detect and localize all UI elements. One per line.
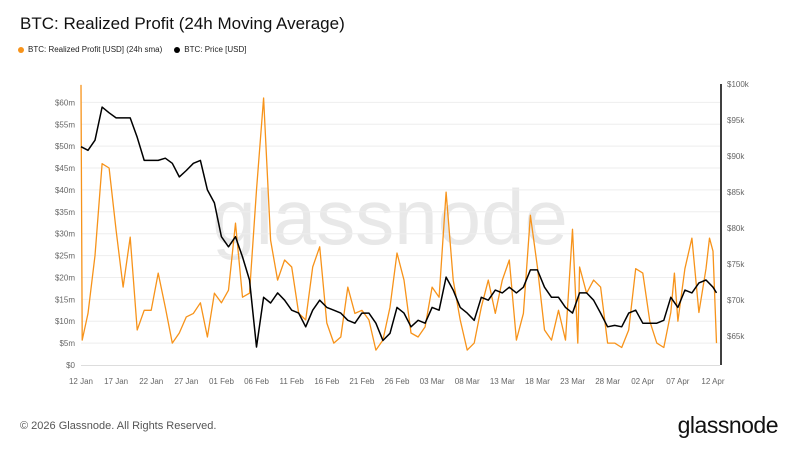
x-tick-label: 28 Mar — [595, 377, 620, 386]
y-left-tick-label: $30m — [55, 230, 75, 239]
x-tick-label: 02 Apr — [631, 377, 654, 386]
x-tick-label: 13 Mar — [490, 377, 515, 386]
y-left-tick-label: $45m — [55, 164, 75, 173]
x-tick-label: 06 Feb — [244, 377, 269, 386]
y-left-tick-label: $5m — [59, 339, 75, 348]
legend-label: BTC: Realized Profit [USD] (24h sma) — [28, 45, 163, 54]
legend-item-price[interactable]: BTC: Price [USD] — [174, 45, 247, 54]
y-left-tick-label: $15m — [55, 295, 75, 304]
x-tick-label: 22 Jan — [139, 377, 163, 386]
y-right-tick-label: $80k — [727, 224, 745, 233]
y-right-tick-label: $85k — [727, 188, 745, 197]
y-left-tick-label: $0 — [66, 361, 75, 370]
x-tick-label: 12 Apr — [701, 377, 724, 386]
x-tick-label: 23 Mar — [560, 377, 585, 386]
y-left-tick-label: $55m — [55, 120, 75, 129]
y-left-tick-label: $10m — [55, 317, 75, 326]
x-tick-label: 18 Mar — [525, 377, 550, 386]
y-left-tick-label: $40m — [55, 186, 75, 195]
x-tick-label: 03 Mar — [420, 377, 445, 386]
legend-dot-orange — [18, 46, 24, 53]
x-tick-label: 12 Jan — [69, 377, 93, 386]
y-right-tick-label: $70k — [727, 296, 745, 305]
y-left-tick-label: $50m — [55, 142, 75, 151]
price-line — [80, 106, 718, 348]
x-tick-label: 17 Jan — [104, 377, 128, 386]
y-right-tick-label: $65k — [727, 332, 745, 341]
x-tick-label: 27 Jan — [174, 377, 198, 386]
x-tick-label: 26 Feb — [385, 377, 410, 386]
y-right-tick-label: $95k — [727, 116, 745, 125]
y-left-tick-label: $20m — [55, 273, 75, 282]
glassnode-logo[interactable]: glassnode — [677, 412, 779, 438]
y-right-tick-label: $90k — [727, 152, 745, 161]
legend: BTC: Realized Profit [USD] (24h sma) BTC… — [18, 45, 247, 54]
x-tick-label: 07 Apr — [666, 377, 689, 386]
y-left-tick-label: $35m — [55, 208, 75, 217]
legend-item-realized-profit[interactable]: BTC: Realized Profit [USD] (24h sma) — [18, 45, 162, 54]
y-right-tick-label: $75k — [727, 260, 745, 269]
x-tick-label: 08 Mar — [455, 377, 480, 386]
x-tick-label: 21 Feb — [349, 377, 374, 386]
x-tick-label: 01 Feb — [209, 377, 234, 386]
legend-label: BTC: Price [USD] — [184, 45, 247, 54]
x-tick-label: 16 Feb — [314, 377, 339, 386]
watermark: glassnode — [212, 173, 568, 261]
x-tick-label: 11 Feb — [280, 377, 305, 386]
realized-profit-line — [80, 84, 718, 351]
y-left-tick-label: $25m — [55, 252, 75, 261]
y-right-tick-label: $100k — [727, 80, 750, 89]
copyright: © 2026 Glassnode. All Rights Reserved. — [20, 420, 217, 432]
legend-dot-black — [174, 46, 181, 53]
chart-title: BTC: Realized Profit (24h Moving Average… — [20, 14, 345, 33]
y-left-tick-label: $60m — [55, 98, 75, 107]
